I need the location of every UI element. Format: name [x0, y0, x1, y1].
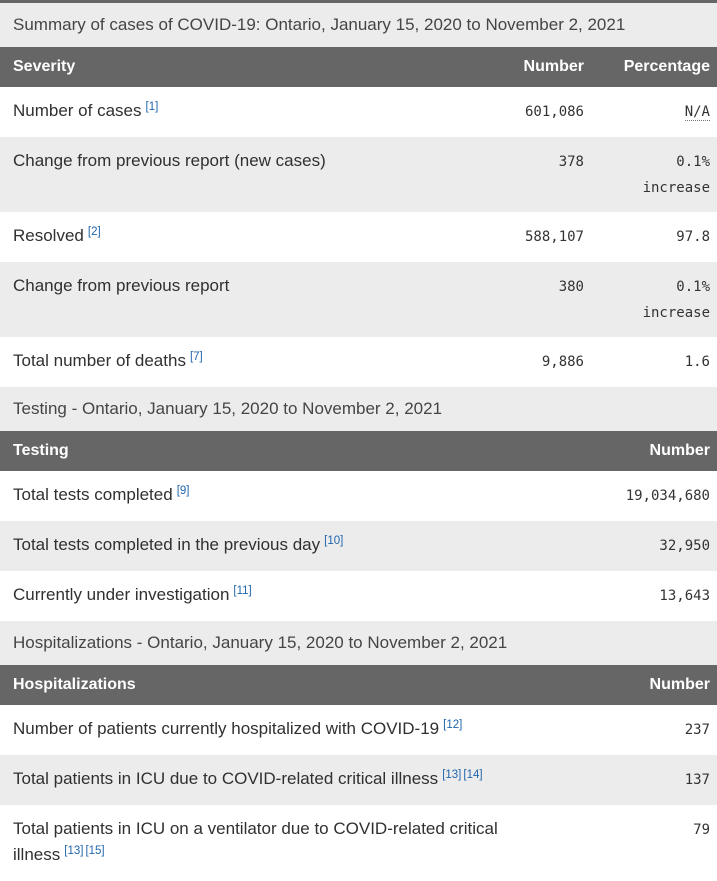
footnote-link[interactable]: [7] — [189, 351, 203, 363]
number-cell: 601,086 — [496, 87, 591, 137]
row-label-text: Total number of deaths — [13, 351, 186, 370]
row-label: Currently under investigation [11] — [0, 571, 597, 621]
percentage-cell: 0.1% increase — [591, 137, 717, 212]
row-label-text: Number of cases — [13, 101, 142, 120]
column-header-severity: Severity — [0, 47, 496, 87]
row-label: Total number of deaths [7] — [0, 337, 496, 387]
table-row: Total patients in ICU due to COVID-relat… — [0, 755, 717, 805]
row-label-text: Resolved — [13, 226, 84, 245]
testing-header-row: Testing Number — [0, 431, 717, 471]
column-header-percentage: Percentage — [591, 47, 717, 87]
percentage-value: 0.1% — [676, 279, 710, 295]
testing-table: Testing Number Total tests completed [9] … — [0, 431, 717, 621]
number-cell: 378 — [496, 137, 591, 212]
row-label: Total tests completed [9] — [0, 471, 597, 521]
row-label-text: Currently under investigation — [13, 585, 230, 604]
number-cell: 237 — [577, 705, 717, 755]
footnote-link[interactable]: [12] — [443, 719, 463, 731]
number-value: 9,886 — [541, 354, 584, 370]
row-label: Number of patients currently hospitalize… — [0, 705, 577, 755]
severity-table-caption: Summary of cases of COVID-19: Ontario, J… — [0, 0, 717, 47]
table-row: Change from previous report 380 0.1% incr… — [0, 262, 717, 337]
percentage-cell: N/A — [591, 87, 717, 137]
footnote-link[interactable]: [9] — [176, 485, 190, 497]
column-header-testing: Testing — [0, 431, 597, 471]
row-label-text: Total patients in ICU due to COVID-relat… — [13, 769, 439, 788]
number-value: 237 — [684, 722, 710, 738]
percentage-cell: 97.8 — [591, 212, 717, 262]
table-row: Total number of deaths [7] 9,886 1.6 — [0, 337, 717, 387]
hospitalizations-table: Hospitalizations Number Number of patien… — [0, 665, 717, 881]
hospitalizations-table-caption: Hospitalizations - Ontario, January 15, … — [0, 621, 717, 665]
footnote-link[interactable]: [15] — [85, 845, 105, 857]
footnote-link[interactable]: [11] — [233, 585, 252, 597]
table-row: Total tests completed in the previous da… — [0, 521, 717, 571]
severity-header-row: Severity Number Percentage — [0, 47, 717, 87]
row-label: Number of cases [1] — [0, 87, 496, 137]
table-row: Currently under investigation [11] 13,643 — [0, 571, 717, 621]
row-label-text: Change from previous report — [13, 276, 230, 295]
footnote-link[interactable]: [14] — [463, 769, 483, 781]
percentage-value: 97.8 — [676, 229, 710, 245]
number-value: 601,086 — [524, 104, 584, 120]
number-value: 13,643 — [659, 588, 710, 604]
column-header-number: Number — [577, 665, 717, 705]
column-header-number: Number — [597, 431, 717, 471]
table-row: Number of cases [1] 601,086 N/A — [0, 87, 717, 137]
row-label: Total patients in ICU due to COVID-relat… — [0, 755, 577, 805]
hospitalizations-header-row: Hospitalizations Number — [0, 665, 717, 705]
row-label: Change from previous report (new cases) — [0, 137, 496, 212]
footnote-link[interactable]: [13] — [442, 769, 462, 781]
number-value: 588,107 — [524, 229, 584, 245]
row-label: Total tests completed in the previous da… — [0, 521, 597, 571]
number-cell: 9,886 — [496, 337, 591, 387]
percentage-value: 1.6 — [684, 354, 710, 370]
table-row: Number of patients currently hospitalize… — [0, 705, 717, 755]
footnote-link[interactable]: [1] — [145, 101, 159, 113]
row-label-text: Total tests completed in the previous da… — [13, 535, 321, 554]
testing-table-caption: Testing - Ontario, January 15, 2020 to N… — [0, 387, 717, 431]
row-label: Change from previous report — [0, 262, 496, 337]
row-label-text: Number of patients currently hospitalize… — [13, 719, 440, 738]
footnote-link[interactable]: [2] — [87, 226, 101, 238]
footnote-link[interactable]: [13] — [64, 845, 84, 857]
footnote-link[interactable]: [10] — [324, 535, 344, 547]
column-header-number: Number — [496, 47, 591, 87]
table-row: Change from previous report (new cases) … — [0, 137, 717, 212]
number-value: 137 — [684, 772, 710, 788]
number-value: 19,034,680 — [625, 488, 710, 504]
number-cell: 79 — [577, 805, 717, 881]
number-cell: 19,034,680 — [597, 471, 717, 521]
number-value: 380 — [558, 279, 584, 295]
percentage-value: 0.1% — [676, 154, 710, 170]
number-cell: 588,107 — [496, 212, 591, 262]
number-cell: 32,950 — [597, 521, 717, 571]
row-label-text: Total patients in ICU on a ventilator du… — [13, 819, 498, 864]
number-value: 378 — [558, 154, 584, 170]
column-header-hospitalizations: Hospitalizations — [0, 665, 577, 705]
severity-table: Severity Number Percentage Number of cas… — [0, 47, 717, 387]
na-abbr: N/A — [684, 104, 710, 121]
row-label-text: Change from previous report (new cases) — [13, 151, 326, 170]
row-label: Resolved [2] — [0, 212, 496, 262]
row-label-text: Total tests completed — [13, 485, 173, 504]
row-label: Total patients in ICU on a ventilator du… — [0, 805, 577, 881]
percentage-cell: 1.6 — [591, 337, 717, 387]
number-cell: 13,643 — [597, 571, 717, 621]
percentage-cell: 0.1% increase — [591, 262, 717, 337]
number-value: 32,950 — [659, 538, 710, 554]
table-row: Total patients in ICU on a ventilator du… — [0, 805, 717, 881]
number-cell: 380 — [496, 262, 591, 337]
number-cell: 137 — [577, 755, 717, 805]
percentage-note: increase — [642, 305, 710, 321]
table-row: Total tests completed [9] 19,034,680 — [0, 471, 717, 521]
table-row: Resolved [2] 588,107 97.8 — [0, 212, 717, 262]
number-value: 79 — [693, 822, 710, 838]
percentage-note: increase — [642, 180, 710, 196]
